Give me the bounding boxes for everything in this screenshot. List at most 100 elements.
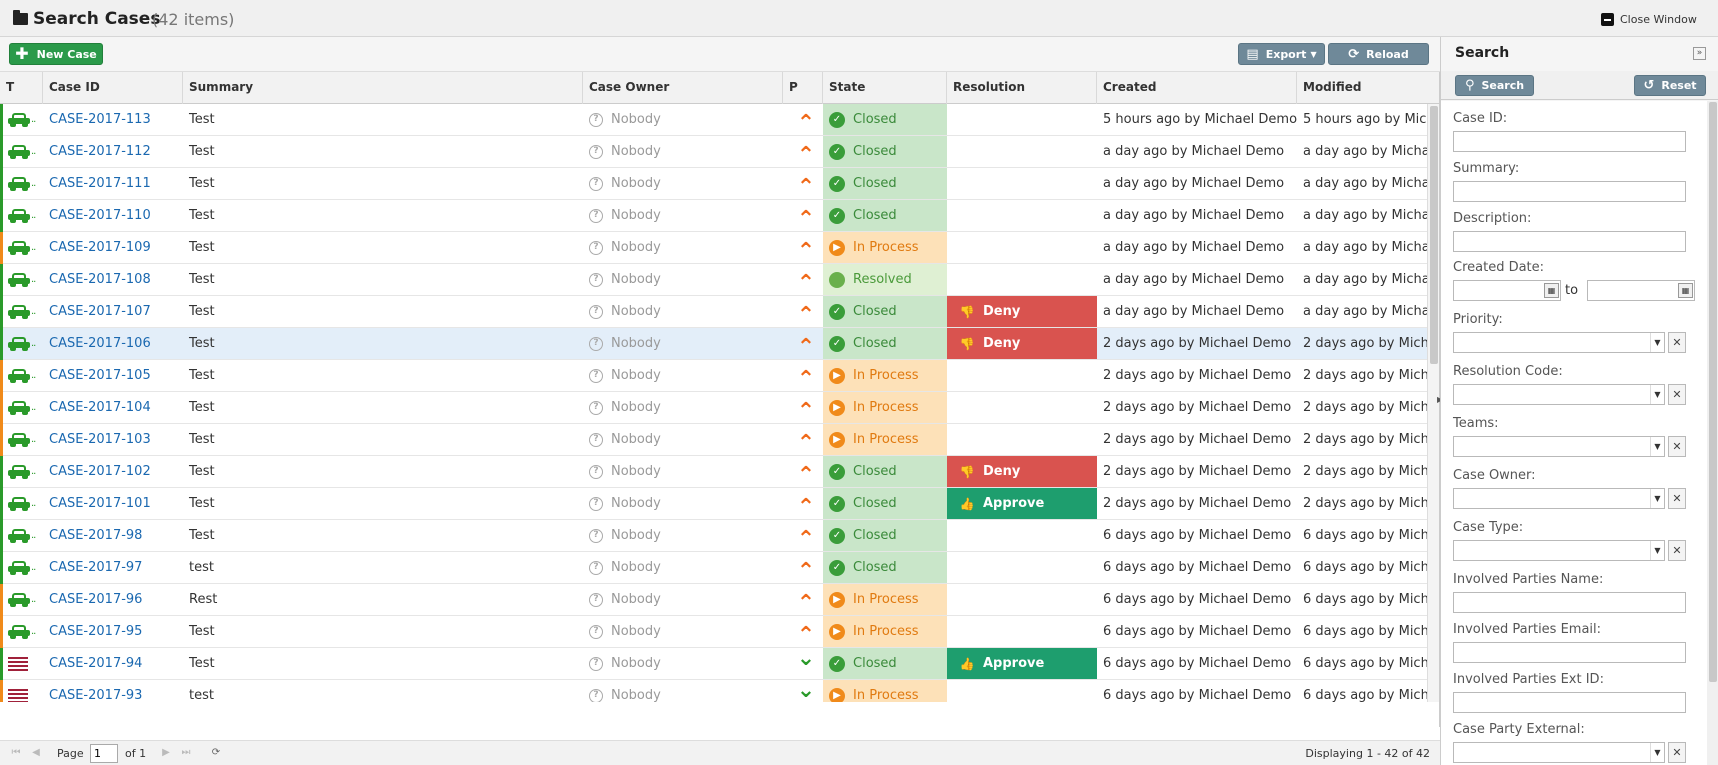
- table-row[interactable]: .. CASE-2017-113 Test? Nobody ⌃ ✓ Closed 5 hour…: [0, 104, 1427, 136]
- case-id-link[interactable]: CASE-2017-110: [49, 208, 151, 223]
- case-id-link[interactable]: CASE-2017-107: [49, 304, 151, 319]
- case-id-input[interactable]: [1453, 131, 1686, 152]
- case-id-link[interactable]: CASE-2017-96: [49, 592, 143, 607]
- state-text: Closed: [853, 112, 897, 127]
- col-type-header[interactable]: T: [0, 72, 43, 104]
- involved-parties-email-input[interactable]: [1453, 642, 1686, 663]
- involved-parties-name-input[interactable]: [1453, 592, 1686, 613]
- overflow-dots-icon: ..: [31, 178, 36, 189]
- question-icon: ?: [589, 656, 603, 671]
- col-created-header[interactable]: Created: [1097, 72, 1297, 104]
- table-row[interactable]: .. CASE-2017-112 Test? Nobody ⌃ ✓ Closed a day …: [0, 136, 1427, 168]
- collapse-panel-icon[interactable]: »: [1693, 47, 1706, 60]
- table-row[interactable]: .. CASE-2017-108 Test? Nobody ⌃ Resolved a day…: [0, 264, 1427, 296]
- table-row[interactable]: .. CASE-2017-101 Test? Nobody ⌃ ✓ Closed 👍 Appro…: [0, 488, 1427, 520]
- table-row[interactable]: .. CASE-2017-95 Test? Nobody ⌃ ▶ In Process 6 d…: [0, 616, 1427, 648]
- table-row[interactable]: .. CASE-2017-109 Test? Nobody ⌃ ▶ In Process a …: [0, 232, 1427, 264]
- created-from-input[interactable]: ▦: [1453, 280, 1561, 301]
- case-id-link[interactable]: CASE-2017-97: [49, 560, 143, 575]
- table-row[interactable]: .. CASE-2017-97 test? Nobody ⌃ ✓ Closed 6 days …: [0, 552, 1427, 584]
- new-case-button[interactable]: ✚ New Case: [9, 43, 103, 65]
- last-page-icon[interactable]: ⏭: [181, 747, 191, 758]
- teams-select[interactable]: ▼: [1453, 436, 1665, 457]
- chevron-down-icon[interactable]: ▼: [1650, 489, 1664, 508]
- created-to-input[interactable]: ▦: [1587, 280, 1695, 301]
- col-resolution-header[interactable]: Resolution: [947, 72, 1097, 104]
- case-id-link[interactable]: CASE-2017-112: [49, 144, 151, 159]
- col-summary-header[interactable]: Summary: [183, 72, 583, 104]
- case-id-link[interactable]: CASE-2017-109: [49, 240, 151, 255]
- scroll-thumb[interactable]: [1430, 106, 1438, 364]
- case-id-link[interactable]: CASE-2017-98: [49, 528, 143, 543]
- chevron-down-icon[interactable]: ▼: [1650, 385, 1664, 404]
- case-id-link[interactable]: CASE-2017-94: [49, 656, 143, 671]
- col-priority-header[interactable]: P: [783, 72, 823, 104]
- priority-clear-button[interactable]: ✕: [1668, 332, 1686, 353]
- chevron-down-icon[interactable]: ▼: [1650, 437, 1664, 456]
- table-row[interactable]: .. CASE-2017-104 Test? Nobody ⌃ ▶ In Process 2 …: [0, 392, 1427, 424]
- table-row[interactable]: .. CASE-2017-102 Test? Nobody ⌃ ✓ Closed 👎 Deny 2…: [0, 456, 1427, 488]
- table-row[interactable]: .. CASE-2017-110 Test? Nobody ⌃ ✓ Closed a day …: [0, 200, 1427, 232]
- case-id-link[interactable]: CASE-2017-108: [49, 272, 151, 287]
- state-cell: ▶ In Process: [823, 616, 947, 647]
- case-id-link[interactable]: CASE-2017-113: [49, 112, 151, 127]
- case-party-external-clear-button[interactable]: ✕: [1668, 742, 1686, 763]
- resolution-cell: [947, 264, 1097, 295]
- next-page-icon[interactable]: ▶: [162, 747, 170, 758]
- table-row[interactable]: .. CASE-2017-105 Test? Nobody ⌃ ▶ In Process 2 …: [0, 360, 1427, 392]
- close-window-button[interactable]: Close Window: [1601, 11, 1697, 27]
- case-id-link[interactable]: CASE-2017-102: [49, 464, 151, 479]
- case-id-link[interactable]: CASE-2017-95: [49, 624, 143, 639]
- page-number-input[interactable]: [90, 744, 118, 763]
- reload-button[interactable]: ⟳ Reload: [1328, 43, 1429, 65]
- table-row[interactable]: .. CASE-2017-106 Test? Nobody ⌃ ✓ Closed 👎 Deny 2…: [0, 328, 1427, 360]
- calendar-icon[interactable]: ▦: [1678, 283, 1693, 298]
- reset-button[interactable]: ↺ Reset: [1634, 75, 1706, 96]
- col-state-header[interactable]: State: [823, 72, 947, 104]
- table-row[interactable]: .. CASE-2017-96 Rest? Nobody ⌃ ▶ In Process 6 d…: [0, 584, 1427, 616]
- type-cell: ..: [0, 232, 43, 263]
- case-party-external-select[interactable]: ▼: [1453, 742, 1665, 763]
- table-row[interactable]: .. CASE-2017-107 Test? Nobody ⌃ ✓ Closed 👎 Deny a…: [0, 296, 1427, 328]
- case-owner-select[interactable]: ▼: [1453, 488, 1665, 509]
- search-panel-scrollbar[interactable]: [1707, 101, 1718, 765]
- case-id-link[interactable]: CASE-2017-106: [49, 336, 151, 351]
- overflow-dots-icon: ..: [31, 114, 36, 125]
- refresh-icon[interactable]: ⟳: [211, 747, 221, 758]
- col-case-id-header[interactable]: Case ID: [43, 72, 183, 104]
- grid-vertical-scrollbar[interactable]: [1427, 104, 1439, 702]
- state-color-bar: [0, 232, 3, 264]
- case-owner-clear-button[interactable]: ✕: [1668, 488, 1686, 509]
- prev-page-icon[interactable]: ◀: [32, 747, 40, 758]
- chevron-down-icon[interactable]: ▼: [1650, 743, 1664, 762]
- summary-input[interactable]: [1453, 181, 1686, 202]
- involved-parties-ext-id-input[interactable]: [1453, 692, 1686, 713]
- case-type-clear-button[interactable]: ✕: [1668, 540, 1686, 561]
- calendar-icon[interactable]: ▦: [1544, 283, 1559, 298]
- teams-clear-button[interactable]: ✕: [1668, 436, 1686, 457]
- col-case-owner-header[interactable]: Case Owner: [583, 72, 783, 104]
- chevron-down-icon[interactable]: ▼: [1650, 541, 1664, 560]
- case-id-link[interactable]: CASE-2017-105: [49, 368, 151, 383]
- resolution-code-clear-button[interactable]: ✕: [1668, 384, 1686, 405]
- search-button[interactable]: ⚲ Search: [1455, 75, 1534, 96]
- table-row[interactable]: CASE-2017-93 test? Nobody ⌄ ▶ In Process 6 day…: [0, 680, 1427, 702]
- table-row[interactable]: CASE-2017-94 Test? Nobody ⌄ ✓ Closed 👍 Approve 6…: [0, 648, 1427, 680]
- case-id-link[interactable]: CASE-2017-101: [49, 496, 151, 511]
- case-id-link[interactable]: CASE-2017-93: [49, 688, 143, 702]
- case-id-link[interactable]: CASE-2017-104: [49, 400, 151, 415]
- table-row[interactable]: .. CASE-2017-103 Test? Nobody ⌃ ▶ In Process 2 …: [0, 424, 1427, 456]
- description-input[interactable]: [1453, 231, 1686, 252]
- first-page-icon[interactable]: ⏮: [11, 747, 21, 758]
- scroll-thumb[interactable]: [1709, 102, 1717, 682]
- case-id-link[interactable]: CASE-2017-103: [49, 432, 151, 447]
- chevron-down-icon[interactable]: ▼: [1650, 333, 1664, 352]
- table-row[interactable]: .. CASE-2017-98 Test? Nobody ⌃ ✓ Closed 6 days …: [0, 520, 1427, 552]
- col-modified-header[interactable]: Modified: [1297, 72, 1439, 104]
- resolution-code-select[interactable]: ▼: [1453, 384, 1665, 405]
- export-button[interactable]: ▤ Export ▼: [1238, 43, 1325, 65]
- table-row[interactable]: .. CASE-2017-111 Test? Nobody ⌃ ✓ Closed a day …: [0, 168, 1427, 200]
- case-type-select[interactable]: ▼: [1453, 540, 1665, 561]
- case-id-link[interactable]: CASE-2017-111: [49, 176, 151, 191]
- priority-select[interactable]: ▼: [1453, 332, 1665, 353]
